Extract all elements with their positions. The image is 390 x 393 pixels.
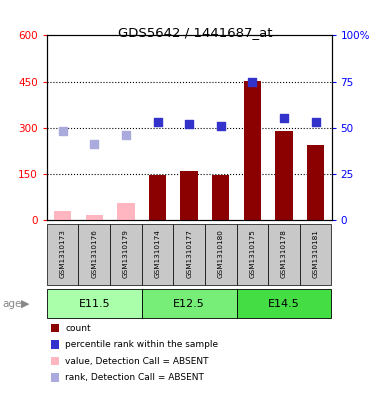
Text: E11.5: E11.5 [78, 299, 110, 309]
Point [281, 116, 287, 122]
Bar [268, 224, 300, 285]
Text: value, Detection Call = ABSENT: value, Detection Call = ABSENT [65, 357, 209, 365]
Bar [142, 224, 173, 285]
Text: GSM1310178: GSM1310178 [281, 229, 287, 278]
Text: GSM1310177: GSM1310177 [186, 229, 192, 278]
Text: GSM1310180: GSM1310180 [218, 229, 224, 278]
Text: percentile rank within the sample: percentile rank within the sample [65, 340, 218, 349]
Point [91, 141, 98, 147]
Bar [181, 171, 198, 220]
Text: count: count [65, 324, 91, 332]
Text: GSM1310173: GSM1310173 [60, 229, 66, 278]
Point [60, 128, 66, 134]
Point [154, 119, 161, 125]
Point [312, 119, 319, 125]
Bar [117, 203, 135, 220]
Bar [212, 175, 229, 220]
Bar [205, 224, 237, 285]
Bar [275, 131, 293, 220]
Bar [244, 81, 261, 220]
Point [249, 79, 255, 85]
Point [218, 123, 224, 129]
Text: E12.5: E12.5 [173, 299, 205, 309]
Text: GSM1310176: GSM1310176 [91, 229, 97, 278]
Text: E14.5: E14.5 [268, 299, 300, 309]
Bar [307, 145, 324, 220]
Bar [142, 289, 237, 318]
Text: GSM1310181: GSM1310181 [313, 229, 319, 278]
Bar [300, 224, 332, 285]
Bar [85, 215, 103, 220]
Point [186, 121, 192, 127]
Text: GSM1310175: GSM1310175 [250, 229, 255, 278]
Text: ▶: ▶ [21, 299, 30, 309]
Bar [173, 224, 205, 285]
Bar [237, 224, 268, 285]
Bar [78, 224, 110, 285]
Bar [237, 289, 332, 318]
Bar [149, 175, 166, 220]
Bar [110, 224, 142, 285]
Text: rank, Detection Call = ABSENT: rank, Detection Call = ABSENT [65, 373, 204, 382]
Bar [54, 211, 71, 220]
Bar [47, 289, 142, 318]
Point [123, 132, 129, 138]
Bar [47, 224, 78, 285]
Text: GDS5642 / 1441687_at: GDS5642 / 1441687_at [118, 26, 272, 39]
Text: GSM1310174: GSM1310174 [154, 229, 161, 278]
Text: age: age [2, 299, 21, 309]
Text: GSM1310179: GSM1310179 [123, 229, 129, 278]
